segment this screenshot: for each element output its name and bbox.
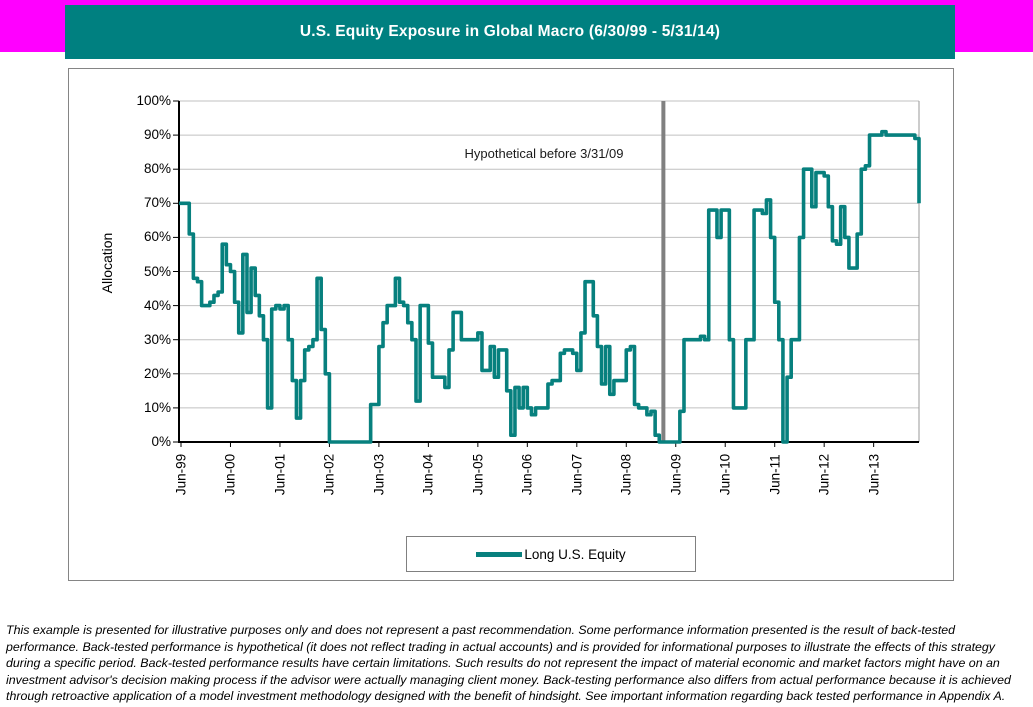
y-tick-label: 40% [143, 297, 171, 313]
hypothetical-annotation: Hypothetical before 3/31/09 [464, 146, 624, 161]
y-tick-label: 50% [143, 263, 171, 279]
y-tick-label: 60% [143, 229, 171, 245]
y-tick-label: 0% [151, 434, 171, 449]
y-tick-label: 70% [143, 195, 171, 211]
x-tick-label: Jun-99 [173, 453, 189, 496]
chart-container: Allocation Hypothetical before 3/31/09 L… [68, 68, 954, 581]
y-tick-label: 30% [143, 331, 171, 347]
y-tick-label: 100% [136, 93, 171, 108]
x-tick-label: Jun-10 [717, 453, 733, 496]
y-tick-label: 10% [143, 399, 171, 415]
y-tick-label: 20% [143, 365, 171, 381]
allocation-line-chart [173, 100, 921, 447]
chart-title: U.S. Equity Exposure in Global Macro (6/… [299, 23, 721, 40]
y-tick-label: 90% [143, 127, 171, 143]
y-tick-label: 80% [143, 161, 171, 177]
x-tick-label: Jun-00 [222, 453, 238, 496]
x-tick-label: Jun-08 [618, 453, 634, 496]
legend-line-swatch-icon [476, 551, 523, 557]
x-tick-label: Jun-05 [470, 453, 486, 496]
x-tick-label: Jun-01 [272, 453, 288, 496]
x-tick-label: Jun-03 [371, 453, 387, 496]
x-tick-label: Jun-06 [519, 453, 535, 496]
legend: Long U.S. Equity [406, 536, 696, 572]
x-tick-label: Jun-11 [767, 454, 783, 495]
x-tick-label: Jun-02 [321, 453, 337, 496]
x-tick-label: Jun-07 [569, 453, 585, 496]
x-tick-label: Jun-12 [816, 453, 832, 496]
legend-label: Long U.S. Equity [524, 546, 626, 562]
x-tick-label: Jun-04 [420, 453, 436, 496]
chart-title-bar: U.S. Equity Exposure in Global Macro (6/… [65, 5, 955, 59]
x-tick-label: Jun-09 [668, 453, 684, 496]
disclaimer-text: This example is presented for illustrati… [6, 623, 1011, 704]
x-tick-label: Jun-13 [866, 453, 882, 496]
